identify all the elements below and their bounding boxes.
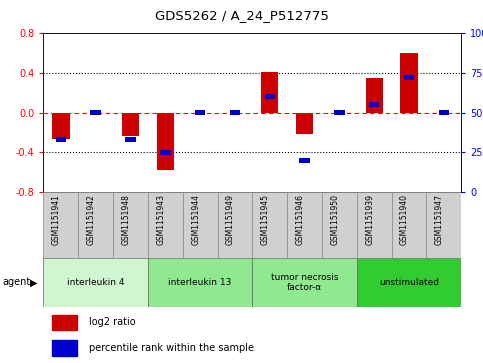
Bar xyxy=(90,110,101,115)
Bar xyxy=(125,137,136,142)
Bar xyxy=(217,192,252,258)
Text: GSM1151945: GSM1151945 xyxy=(261,194,270,245)
Text: tumor necrosis
factor-α: tumor necrosis factor-α xyxy=(271,273,339,292)
Bar xyxy=(357,192,392,258)
Text: GDS5262 / A_24_P512775: GDS5262 / A_24_P512775 xyxy=(155,9,328,22)
Bar xyxy=(52,315,77,330)
Text: GSM1151944: GSM1151944 xyxy=(191,194,200,245)
Bar xyxy=(334,110,345,115)
Bar xyxy=(366,78,383,113)
Bar xyxy=(52,113,70,139)
Bar xyxy=(195,110,205,115)
Bar xyxy=(392,192,426,258)
Text: GSM1151947: GSM1151947 xyxy=(435,194,444,245)
Text: GSM1151941: GSM1151941 xyxy=(52,194,61,245)
Bar xyxy=(43,258,148,307)
Bar xyxy=(426,192,461,258)
Text: GSM1151946: GSM1151946 xyxy=(296,194,305,245)
Bar xyxy=(56,137,66,142)
Text: GSM1151943: GSM1151943 xyxy=(156,194,165,245)
Bar xyxy=(404,75,414,80)
Bar xyxy=(357,258,461,307)
Bar xyxy=(299,158,310,163)
Bar xyxy=(78,192,113,258)
Text: unstimulated: unstimulated xyxy=(379,278,439,287)
Bar xyxy=(122,113,139,136)
Bar xyxy=(439,110,449,115)
Text: GSM1151939: GSM1151939 xyxy=(365,194,374,245)
Bar xyxy=(156,113,174,171)
Text: GSM1151940: GSM1151940 xyxy=(400,194,409,245)
Bar xyxy=(183,192,217,258)
Text: GSM1151942: GSM1151942 xyxy=(86,194,96,245)
Bar xyxy=(148,192,183,258)
Text: log2 ratio: log2 ratio xyxy=(89,318,136,327)
Bar xyxy=(113,192,148,258)
Bar xyxy=(369,102,380,107)
Bar xyxy=(261,72,279,113)
Text: GSM1151949: GSM1151949 xyxy=(226,194,235,245)
Text: GSM1151950: GSM1151950 xyxy=(330,194,340,245)
Bar xyxy=(253,192,287,258)
Bar xyxy=(400,53,418,113)
Bar xyxy=(148,258,252,307)
Text: ▶: ▶ xyxy=(30,277,38,287)
Text: GSM1151948: GSM1151948 xyxy=(122,194,130,245)
Bar xyxy=(253,258,357,307)
Text: percentile rank within the sample: percentile rank within the sample xyxy=(89,343,255,353)
Bar xyxy=(322,192,357,258)
Bar xyxy=(160,150,170,155)
Bar xyxy=(52,340,77,356)
Text: agent: agent xyxy=(2,277,30,287)
Text: interleukin 4: interleukin 4 xyxy=(67,278,125,287)
Bar xyxy=(230,110,240,115)
Bar xyxy=(265,94,275,99)
Bar xyxy=(287,192,322,258)
Bar xyxy=(43,192,78,258)
Bar xyxy=(296,113,313,135)
Text: interleukin 13: interleukin 13 xyxy=(169,278,232,287)
